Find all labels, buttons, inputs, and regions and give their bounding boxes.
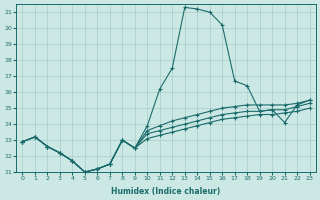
X-axis label: Humidex (Indice chaleur): Humidex (Indice chaleur) xyxy=(111,187,221,196)
